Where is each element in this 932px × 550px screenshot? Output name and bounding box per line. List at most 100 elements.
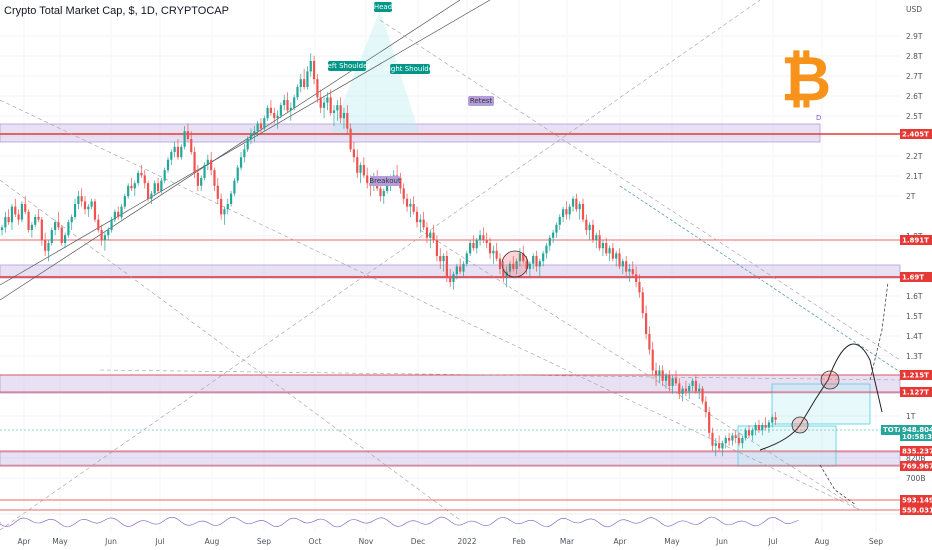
candle-body — [538, 261, 541, 267]
candle-body — [522, 253, 525, 262]
x-tick-label: Nov — [359, 537, 374, 546]
candle-body — [452, 274, 455, 282]
current-price-bg — [900, 425, 932, 441]
candle-body — [561, 209, 565, 217]
candle-body — [465, 253, 468, 264]
candle-body — [160, 180, 163, 191]
candle-body — [236, 167, 239, 181]
x-tick-label: Jul — [154, 537, 164, 546]
candle-body — [190, 139, 193, 152]
y-tick-label: 1.6T — [906, 292, 923, 301]
candle-body — [555, 224, 558, 233]
price-axis: 2.9T2.8T2.7T2.6T2.5T2.3T2.2T2.1T2T1.8T1.… — [881, 5, 932, 515]
candle-body — [588, 224, 591, 230]
candle-body — [173, 146, 176, 152]
y-tick-label: 2.7T — [906, 72, 923, 81]
y-tick-label: 2.9T — [906, 32, 923, 41]
candle-body — [263, 118, 266, 129]
candle-body — [405, 198, 409, 207]
candle-body — [399, 178, 402, 189]
candle-body — [113, 211, 116, 220]
y-tick-label: 1T — [906, 412, 916, 421]
candle-body — [701, 388, 704, 402]
candle-body — [289, 107, 292, 111]
candle-body — [40, 219, 43, 241]
candle-body — [654, 370, 658, 376]
price-level-tag-bg — [900, 461, 932, 471]
candle-body — [336, 105, 339, 111]
y-tick-label: 1.4T — [906, 332, 923, 341]
candle-body — [14, 206, 17, 215]
candle-body — [475, 240, 478, 249]
candle-body — [339, 105, 342, 119]
candle-body — [422, 219, 425, 228]
candle-body — [635, 274, 638, 282]
price-level-tag-bg — [900, 495, 932, 505]
candle-body — [120, 206, 123, 217]
candle-body — [711, 432, 714, 446]
candle-body — [130, 185, 133, 189]
y-tick-label: 1.3T — [906, 352, 923, 361]
bitcoin-icon: ₿ — [781, 42, 832, 115]
price-level-tag-bg — [900, 387, 932, 397]
candle-body — [737, 438, 741, 444]
price-level-tag: 593.149B — [902, 497, 932, 505]
candle-body — [751, 430, 754, 436]
y-tick-label: 1.5T — [906, 312, 923, 321]
x-tick-label: Jul — [767, 537, 777, 546]
current-symbol-bg — [881, 425, 900, 435]
price-level-tag: 559.031B — [902, 507, 932, 515]
candle-body — [239, 157, 243, 168]
candle-body — [346, 113, 349, 129]
candle-body — [704, 401, 707, 412]
candle-body — [429, 232, 432, 238]
candle-body — [718, 443, 721, 449]
x-tick-label: 2022 — [457, 537, 476, 546]
candle-body — [598, 235, 601, 249]
head-label: Head — [374, 3, 392, 11]
candle-body — [200, 178, 203, 186]
breakout-label-bg — [370, 176, 400, 186]
candle-body — [319, 97, 322, 108]
candle-body — [110, 219, 113, 230]
candle-body — [4, 217, 7, 228]
candle-body — [243, 149, 246, 158]
candle-body — [548, 237, 551, 246]
candle-body — [641, 292, 644, 314]
candle-body — [412, 204, 415, 212]
retest-label: Retest — [470, 97, 493, 105]
candle-body — [674, 378, 678, 384]
candle-body — [70, 217, 73, 223]
candle-body — [714, 443, 717, 446]
candle-body — [0, 227, 4, 230]
x-tick-label: Dec — [411, 537, 426, 546]
candle-body — [269, 107, 273, 113]
candle-body — [767, 422, 771, 428]
candle-body — [515, 261, 518, 269]
candle-body — [708, 412, 711, 433]
candle-body — [127, 185, 130, 197]
x-tick-label: May — [52, 537, 68, 546]
candle-body — [7, 217, 10, 223]
price-level-tag: 1.891T — [902, 237, 929, 245]
candle-body — [57, 222, 60, 228]
candle-body — [186, 131, 190, 139]
candle-body — [137, 172, 140, 184]
candle-body — [628, 269, 631, 272]
candle-body — [502, 269, 505, 277]
candle-body — [97, 219, 100, 230]
candle-body — [322, 102, 326, 108]
candle-body — [256, 123, 259, 132]
candle-body — [193, 152, 196, 173]
x-tick-label: Feb — [512, 537, 526, 546]
candle-body — [409, 204, 412, 207]
candle-body — [359, 165, 362, 173]
price-level-tag: 1.215T — [902, 372, 929, 380]
candle-body — [542, 253, 545, 262]
time-axis: Apr May Jun Jul Aug Sep Oct Nov Dec 2022 Feb Mar Apr… — [18, 537, 884, 546]
candle-body — [166, 159, 170, 171]
candle-body — [724, 438, 727, 444]
candle-body — [741, 438, 744, 444]
